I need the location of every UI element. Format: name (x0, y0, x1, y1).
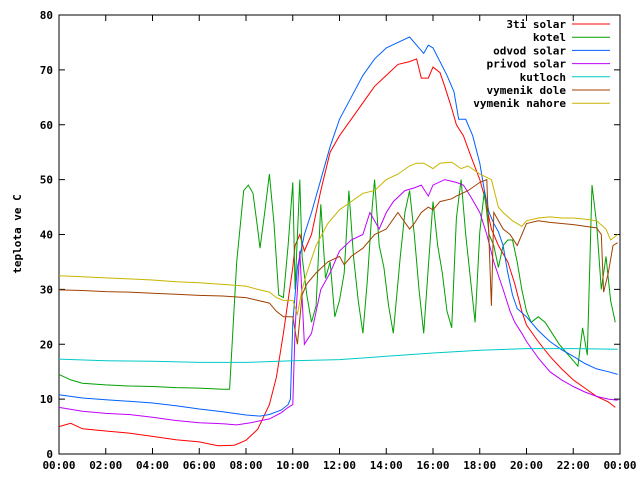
x-tick-label: 22:00 (557, 459, 590, 472)
series-line-odvod-solar (58, 36, 618, 417)
legend-label: vymenik nahore (473, 97, 566, 110)
x-tick-label: 12:00 (323, 459, 356, 472)
legend-label: kutloch (520, 71, 566, 84)
y-tick-label: 80 (40, 9, 53, 22)
series-line-privod-solar (58, 179, 618, 426)
y-tick-label: 50 (40, 174, 53, 187)
series-lines (58, 36, 619, 447)
x-tick-label: 14:00 (370, 459, 403, 472)
y-tick-label: 70 (40, 64, 53, 77)
y-axis: 0 10 20 30 40 50 60 70 80 (40, 9, 620, 461)
x-tick-label: 06:00 (183, 459, 216, 472)
y-tick-label: 10 (40, 393, 53, 406)
series-line-vymenik-dole (58, 178, 618, 345)
legend-label: vymenik dole (487, 84, 567, 97)
series-line-kotel (58, 174, 616, 390)
x-tick-label: 00:00 (42, 459, 75, 472)
x-tick-label: 18:00 (463, 459, 496, 472)
x-tick-label: 04:00 (136, 459, 169, 472)
legend-label: kotel (533, 31, 566, 44)
y-tick-label: 0 (46, 448, 53, 461)
x-tick-label: 08:00 (229, 459, 262, 472)
x-tick-label: 02:00 (89, 459, 122, 472)
x-tick-label: 10:00 (276, 459, 309, 472)
series-line-vymenik-nahore (58, 161, 619, 317)
y-tick-label: 30 (40, 283, 53, 296)
y-tick-label: 60 (40, 119, 53, 132)
legend-label: 3ti solar (506, 18, 566, 31)
x-axis: 00:00 02:00 04:00 06:00 08:00 10:00 12:00 14:00… (42, 15, 637, 472)
x-tick-label: 00:00 (603, 459, 636, 472)
legend-label: odvod solar (493, 44, 566, 57)
series-line-kutloch (58, 348, 618, 363)
x-tick-label: 16:00 (416, 459, 449, 472)
series-line-3ti-solar (58, 58, 616, 447)
x-tick-label: 20:00 (510, 459, 543, 472)
y-axis-label: teplota ve C (11, 194, 24, 273)
legend-label: privod solar (487, 58, 567, 71)
y-tick-label: 20 (40, 338, 53, 351)
y-tick-label: 40 (40, 229, 53, 242)
